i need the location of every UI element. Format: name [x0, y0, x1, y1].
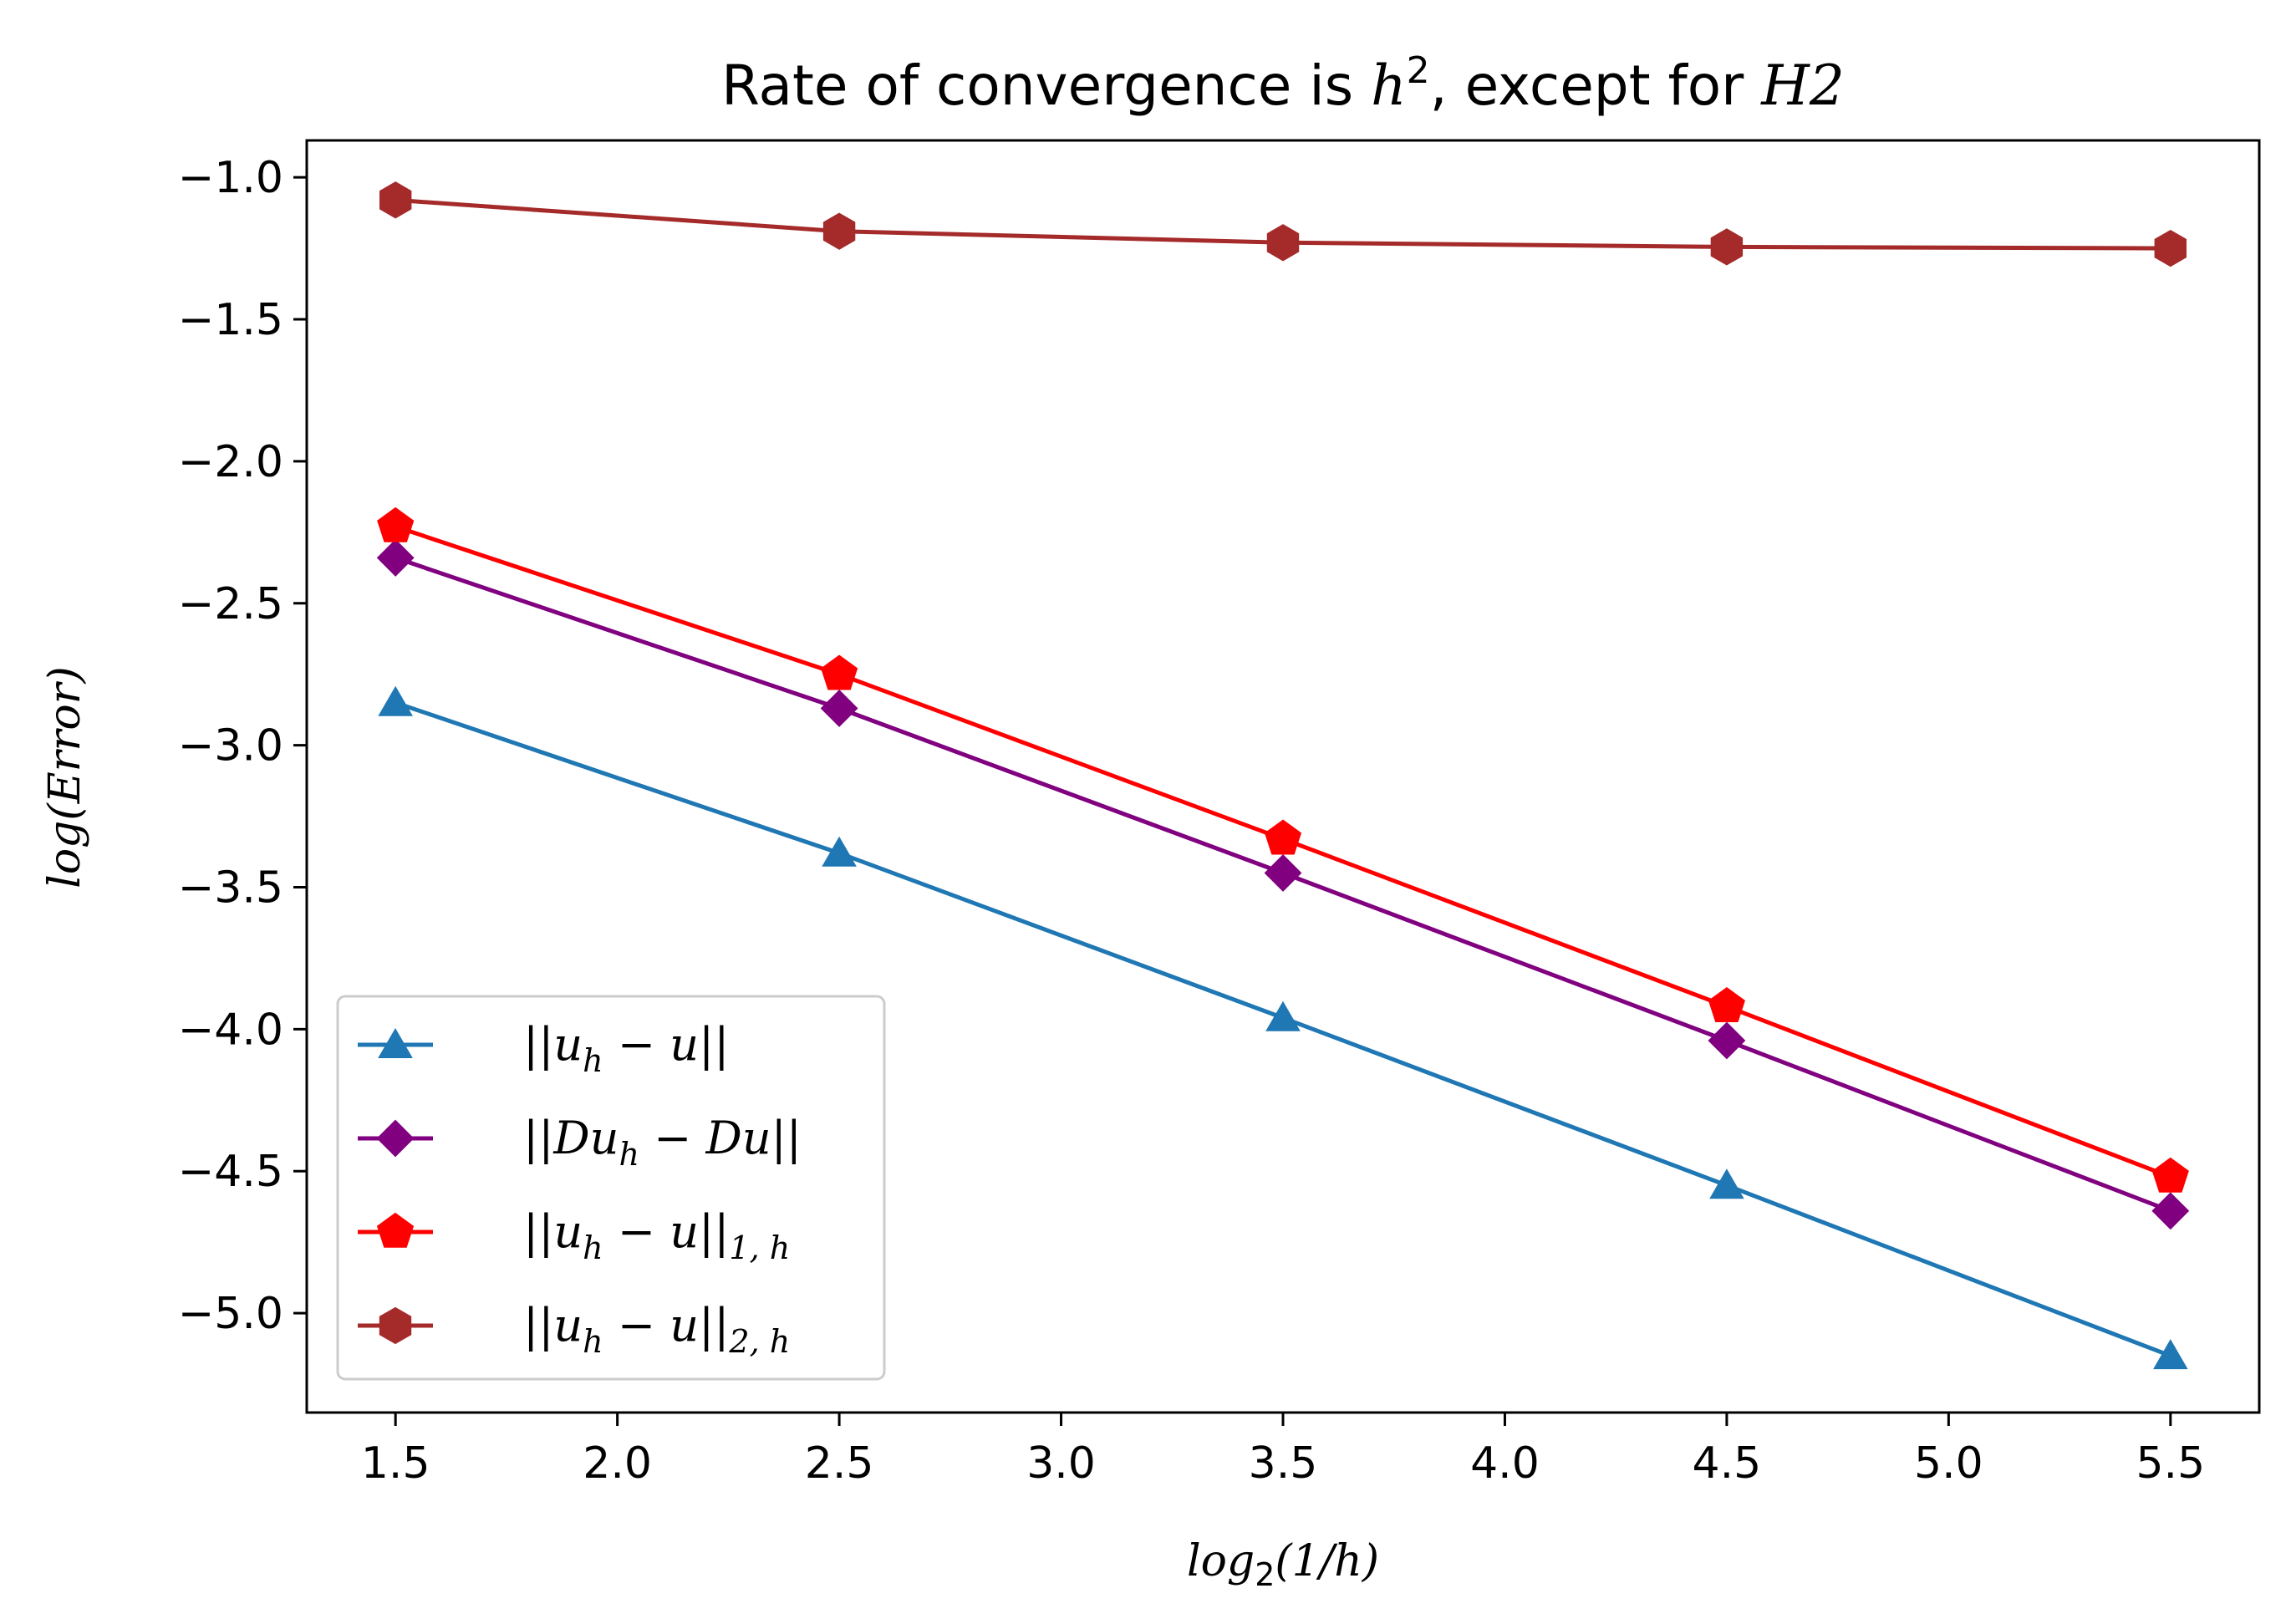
data-point: [1264, 819, 1302, 855]
legend-a: ||Du: [523, 1112, 619, 1164]
data-point: [377, 507, 415, 542]
x-axis-label: log2(1/h): [1187, 1536, 1379, 1593]
y-tick-label: −3.5: [178, 863, 283, 913]
legend-sub: h: [583, 1042, 603, 1079]
data-point: [2151, 1157, 2189, 1193]
data-point: [822, 212, 856, 250]
legend-b: − Du||: [639, 1112, 802, 1164]
x-tick-label: 1.5: [361, 1438, 430, 1489]
data-point: [820, 690, 858, 727]
x-tick-label: 5.5: [2136, 1438, 2205, 1489]
legend-entry: ||Duh − Du||: [358, 1112, 802, 1173]
legend-sub: h: [619, 1136, 639, 1173]
legend-entry: ||uh − u||1, h: [358, 1205, 790, 1266]
y-axis-label: log(Error): [40, 666, 90, 888]
title-last: H2: [1760, 53, 1845, 118]
data-point: [1709, 1168, 1744, 1199]
axis-layer: 1.5 2.0 2.5 3.0 3.5 4.0 4.5 5.0 5.5 −1.0 −1.5 −2.0 −…: [178, 139, 2261, 1489]
x-tick-label: 2.5: [805, 1438, 874, 1489]
legend-marker: [379, 1306, 412, 1345]
legend-marker: [376, 1119, 415, 1158]
data-point: [1265, 1000, 1301, 1031]
legend-a: ||u: [523, 1018, 583, 1071]
title-h: h: [1371, 53, 1407, 118]
y-tick-label: −2.5: [178, 579, 283, 629]
xlabel-log: log: [1187, 1536, 1255, 1586]
legend-entry: ||uh − u||: [358, 1018, 729, 1079]
legend-sub2: 1, h: [729, 1229, 790, 1266]
series-hexagon: [379, 181, 2187, 267]
data-point: [822, 836, 857, 867]
data-point: [1708, 1021, 1746, 1060]
data-point: [2154, 229, 2187, 267]
legend-sub: h: [583, 1323, 603, 1360]
y-tick-label: −1.0: [178, 153, 283, 203]
y-tick-label: −3.0: [178, 721, 283, 771]
legend-label: ||Duh − Du||: [523, 1112, 802, 1173]
legend-sub2: 2, h: [728, 1323, 790, 1360]
legend-a: ||u: [523, 1299, 583, 1352]
data-point: [376, 538, 415, 577]
data-point: [378, 685, 413, 716]
x-tick-label: 3.0: [1026, 1438, 1096, 1489]
x-tick-label: 4.5: [1693, 1438, 1762, 1489]
data-point: [2153, 1339, 2188, 1370]
xlabel-sub: 2: [1255, 1556, 1275, 1593]
xlabel-rest: (1/h): [1275, 1536, 1379, 1586]
series-diamond: [376, 538, 2190, 1230]
title-middle: , except for: [1430, 53, 1762, 118]
data-point: [1710, 228, 1744, 266]
data-point: [1708, 986, 1745, 1022]
legend-entry: ||uh − u||2, h: [358, 1299, 790, 1360]
legend-b: − u||: [603, 1205, 730, 1258]
legend-box: [336, 995, 886, 1381]
y-tick-label: −4.0: [178, 1005, 283, 1055]
legend-sub: h: [583, 1229, 603, 1266]
data-point: [2151, 1192, 2190, 1230]
legend: ||uh − u||||Duh − Du||||uh − u||1, h||uh…: [336, 995, 886, 1381]
chart-title: Rate of convergence is h2, except for H2: [721, 49, 1845, 118]
legend-marker: [376, 1212, 415, 1248]
legend-b: − u||: [603, 1018, 730, 1071]
data-point: [821, 654, 858, 690]
series-layer: [376, 181, 2190, 1370]
x-tick-label: 3.5: [1249, 1438, 1318, 1489]
y-tick-label: −1.5: [178, 295, 283, 345]
y-tick-label: −5.0: [178, 1289, 283, 1339]
legend-label: ||uh − u||: [523, 1018, 729, 1079]
legend-label: ||uh − u||1, h: [523, 1205, 790, 1266]
legend-marker: [378, 1028, 413, 1058]
series-triangle: [378, 685, 2188, 1370]
legend-b: − u||: [603, 1299, 730, 1352]
title-prefix: Rate of convergence is: [721, 53, 1371, 118]
x-tick-label: 2.0: [583, 1438, 652, 1489]
x-tick-label: 4.0: [1470, 1438, 1540, 1489]
legend-a: ||u: [523, 1205, 583, 1258]
data-point: [379, 181, 412, 219]
title-exp: 2: [1407, 49, 1430, 92]
y-tick-label: −2.0: [178, 437, 283, 487]
data-point: [1266, 224, 1300, 262]
y-tick-label: −4.5: [178, 1147, 283, 1197]
x-tick-label: 5.0: [1914, 1438, 1983, 1489]
data-point: [1264, 854, 1302, 892]
series-pentagon: [377, 507, 2189, 1193]
legend-label: ||uh − u||2, h: [523, 1299, 790, 1360]
